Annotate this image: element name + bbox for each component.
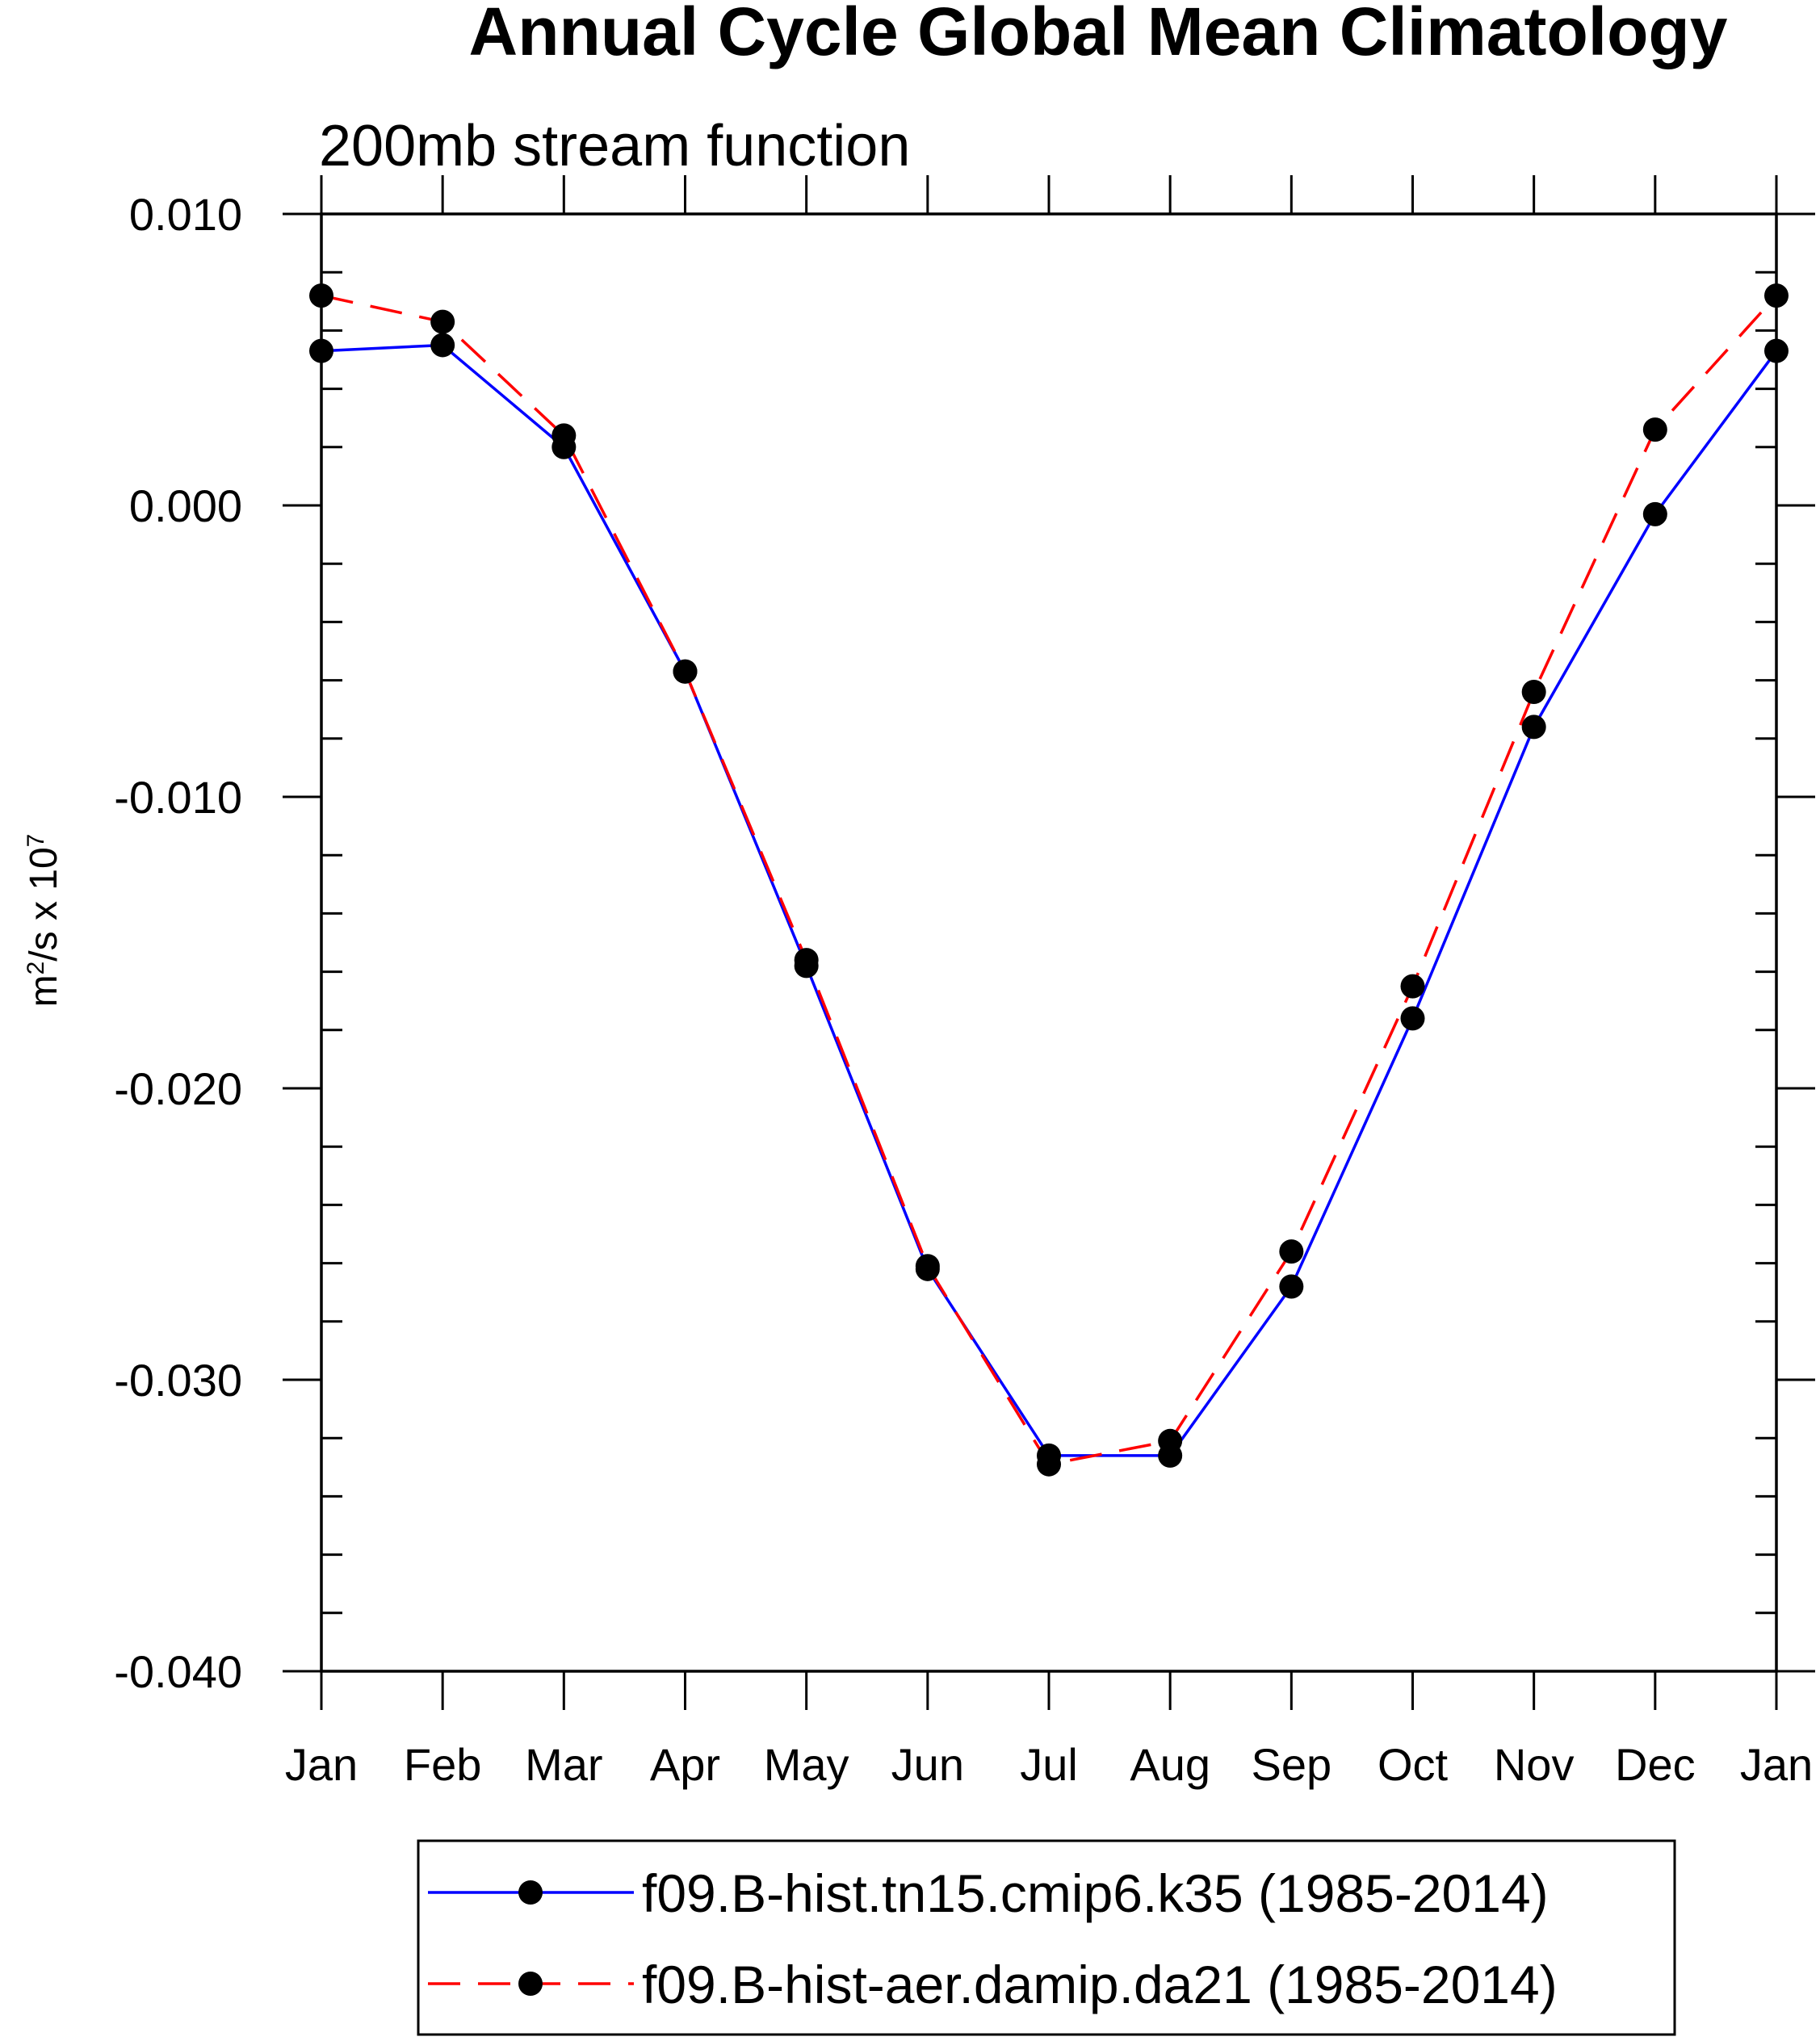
chart-subtitle: 200mb stream function [319,114,910,178]
x-tick-label: Mar [525,1739,602,1790]
x-tick-label: Oct [1378,1739,1449,1790]
x-tick-label: Jul [1020,1739,1078,1790]
series-layer [309,283,1789,1477]
y-tick-label: -0.040 [114,1646,242,1697]
series-1-point [1642,501,1667,526]
series-line-2 [321,294,1778,1466]
series-2-point [309,283,333,308]
series-2-point [551,423,577,448]
series-2-point [1764,283,1789,308]
x-tick-label: May [764,1739,849,1790]
x-tick-label: Jan [1740,1739,1813,1790]
series-2-point [1037,1452,1061,1477]
series-2-point [1279,1239,1304,1264]
series-2-point [430,309,455,334]
series-2-point [1158,1428,1183,1453]
y-tick-label: 0.010 [129,189,242,240]
x-tick-label: Aug [1130,1739,1210,1790]
series-2-point [673,659,698,684]
series-2-point [794,948,819,973]
legend: f09.B-hist.tn15.cmip6.k35 (1985-2014) f0… [417,1839,1676,2036]
y-axis-label-base: m [23,974,65,1007]
y-axis-label: m2/s x 107 [23,834,66,1008]
y-tick-label: -0.030 [114,1355,242,1406]
y-tick-label: -0.020 [114,1063,242,1114]
y-axis-label-sup1: 2 [23,962,49,975]
x-tick-label: Nov [1494,1739,1575,1790]
series-1-point [309,338,333,363]
chart-title: Annual Cycle Global Mean Climatology [469,0,1728,69]
x-tick-label: Jan [285,1739,358,1790]
x-tick-label: Jun [891,1739,964,1790]
series-1-point [430,333,455,358]
series-1-point [1400,1006,1425,1031]
x-tick-label: Feb [404,1739,482,1790]
series-1-point [1279,1274,1304,1299]
legend-marker-series-2 [518,1972,543,1996]
y-axis-label-sup2: 7 [23,834,49,848]
y-axis-label-mid: /s x 10 [23,847,65,961]
x-tick-label: Dec [1615,1739,1696,1790]
legend-box [417,1839,1676,2036]
series-2-point [1642,417,1667,442]
series-1-point [1764,338,1789,363]
series-2-point [915,1254,940,1279]
series-2-point [1400,974,1425,999]
legend-label-series-1: f09.B-hist.tn15.cmip6.k35 (1985-2014) [642,1863,1549,1923]
axes: 0.010 0.000 -0.010 -0.020 -0.030 -0.040 Jan Feb… [114,175,1815,1790]
series-1-point [1521,715,1546,740]
series-2-point [1521,680,1546,705]
y-tick-label: -0.010 [114,772,242,823]
legend-marker-series-1 [518,1880,543,1905]
y-tick-label: 0.000 [129,480,242,531]
series-line-1 [321,343,1778,1457]
x-tick-label: Sep [1252,1739,1332,1790]
legend-label-series-2: f09.B-hist-aer.damip.da21 (1985-2014) [642,1955,1558,2014]
x-tick-label: Apr [650,1739,720,1790]
